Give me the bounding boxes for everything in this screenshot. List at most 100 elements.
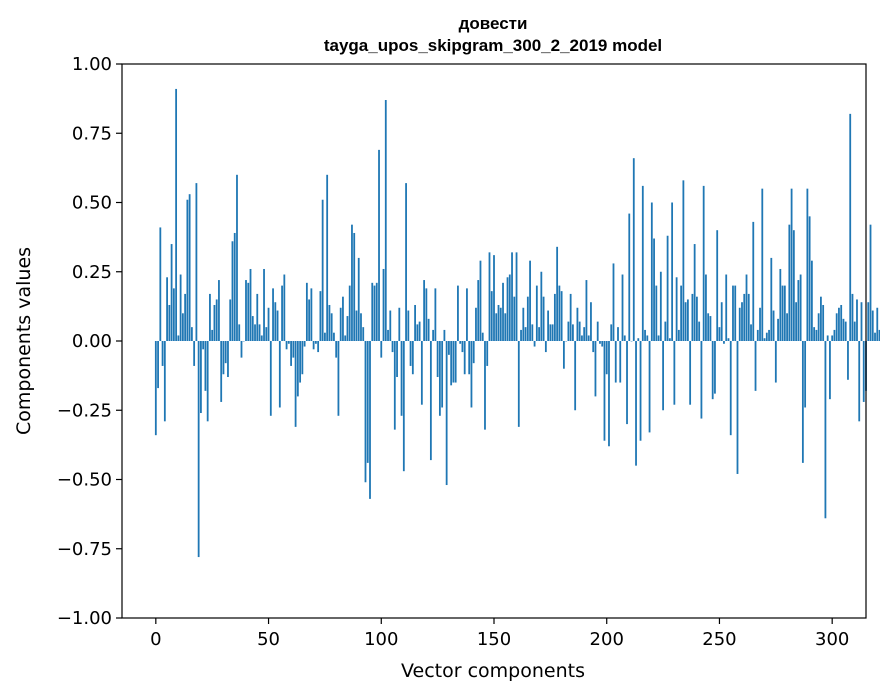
bar-186 (574, 341, 577, 411)
bar-75 (324, 332, 326, 341)
bar-61 (292, 341, 295, 358)
bar-195 (594, 341, 597, 397)
bar-183 (567, 321, 570, 341)
bar-120 (425, 288, 428, 341)
bar-149 (490, 291, 493, 341)
bar-254 (727, 338, 730, 341)
bar-320 (876, 307, 879, 341)
bar-96 (371, 282, 374, 341)
bar-5 (166, 277, 168, 341)
bar-45 (256, 293, 259, 341)
bar-263 (747, 293, 750, 341)
bar-266 (754, 341, 757, 391)
bar-119 (423, 280, 426, 341)
bar-124 (434, 288, 437, 341)
bar-293 (815, 329, 818, 341)
bar-126 (438, 341, 441, 416)
bar-103 (387, 329, 389, 341)
bar-155 (504, 313, 507, 341)
bar-12 (181, 313, 184, 341)
bar-13 (184, 293, 187, 341)
bar-44 (254, 324, 256, 341)
bar-69 (310, 288, 313, 341)
bar-113 (409, 341, 412, 366)
bar-280 (786, 313, 788, 341)
bar-46 (258, 324, 261, 341)
bar-123 (432, 329, 435, 341)
chart-title-line1: довести (459, 14, 528, 33)
bar-35 (233, 232, 236, 341)
bar-117 (418, 321, 421, 341)
bar-234 (682, 180, 685, 341)
bar-220 (650, 202, 653, 341)
bar-158 (511, 252, 513, 341)
bar-180 (560, 291, 563, 341)
bar-50 (267, 307, 270, 341)
bar-77 (328, 304, 331, 341)
bar-172 (542, 296, 545, 341)
y-tick-label-3: 0.25 (72, 262, 112, 283)
y-tick-label-7: −0.75 (57, 539, 112, 560)
bar-300 (831, 335, 834, 341)
bar-127 (441, 341, 444, 408)
bar-97 (373, 285, 376, 341)
bar-114 (411, 341, 414, 375)
bar-178 (556, 246, 559, 341)
bar-18 (195, 183, 198, 341)
bar-54 (276, 310, 279, 341)
bar-170 (538, 327, 540, 341)
chart-title-line2: tayga_upos_skipgram_300_2_2019 model (324, 36, 662, 55)
bar-217 (644, 329, 646, 341)
bar-81 (337, 341, 340, 416)
bar-193 (590, 302, 592, 341)
bar-25 (211, 329, 214, 341)
bar-299 (829, 341, 831, 400)
bar-309 (851, 293, 854, 341)
bar-62 (294, 341, 297, 427)
bar-261 (743, 293, 746, 341)
bar-118 (420, 341, 423, 405)
bar-80 (335, 341, 338, 358)
bar-40 (245, 280, 247, 341)
bar-134 (457, 285, 459, 341)
bar-88 (353, 232, 356, 341)
bar-154 (502, 282, 504, 341)
bar-68 (308, 299, 311, 341)
bar-95 (369, 341, 371, 499)
y-tick-label-2: 0.50 (72, 193, 112, 214)
bar-197 (599, 341, 601, 344)
bar-76 (326, 174, 329, 341)
bar-94 (366, 341, 369, 463)
bar-30 (222, 341, 225, 375)
bar-111 (405, 183, 407, 341)
bar-8 (172, 288, 175, 341)
bar-269 (761, 188, 764, 341)
bar-317 (869, 224, 872, 341)
bar-67 (305, 282, 308, 341)
bar-141 (472, 341, 475, 364)
bar-228 (668, 338, 671, 341)
bar-190 (583, 327, 586, 341)
bar-188 (578, 321, 581, 341)
bar-2 (159, 227, 162, 341)
bar-235 (684, 302, 687, 341)
bar-265 (752, 221, 755, 341)
bar-47 (260, 335, 263, 341)
bar-268 (759, 307, 761, 341)
bar-58 (285, 341, 288, 350)
bar-260 (741, 302, 743, 341)
bar-99 (378, 149, 380, 341)
bar-10 (177, 335, 180, 341)
bar-256 (732, 285, 734, 341)
bar-310 (853, 321, 856, 341)
bar-243 (702, 185, 705, 341)
bar-287 (801, 341, 804, 463)
bar-165 (526, 296, 529, 341)
bar-267 (756, 329, 759, 341)
bar-157 (508, 274, 511, 341)
bar-156 (506, 277, 509, 341)
bar-11 (179, 274, 182, 341)
y-tick-label-0: 1.00 (72, 54, 112, 75)
bar-214 (637, 338, 640, 341)
bar-143 (477, 280, 480, 341)
